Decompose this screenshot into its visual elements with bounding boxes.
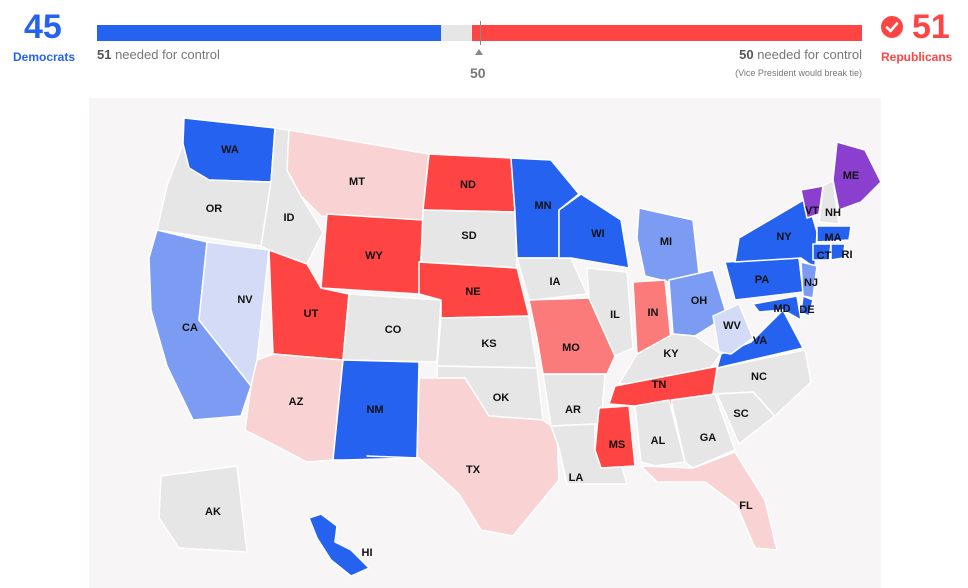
state-nh[interactable] [818, 179, 840, 225]
state-label-id: ID [283, 212, 295, 224]
control-threshold-marker [480, 21, 481, 45]
state-label-co: CO [384, 324, 402, 336]
state-label-az: AZ [288, 396, 304, 408]
state-label-nm: NM [366, 404, 384, 416]
midpoint-arrow-icon [475, 49, 483, 55]
state-label-de: DE [799, 304, 815, 316]
state-ct[interactable] [812, 243, 832, 261]
us-senate-map: WA OR CA NV ID MT WY UT AZ CO NM ND SD NE KS OK TX MN IA MO… [89, 98, 881, 588]
state-label-nd: ND [460, 179, 476, 191]
state-ga[interactable] [670, 393, 736, 469]
democrats-label: Democrats [13, 50, 76, 64]
state-ms[interactable] [594, 405, 636, 469]
state-label-nc: NC [751, 371, 767, 383]
state-label-wi: WI [591, 228, 605, 240]
state-label-nv: NV [237, 294, 253, 306]
state-label-la: LA [568, 472, 584, 484]
state-label-al: AL [650, 435, 666, 447]
state-label-nh: NH [825, 207, 841, 219]
state-label-ms: MS [608, 439, 626, 451]
state-label-or: OR [205, 203, 223, 215]
tie-break-note: (Vice President would break tie) [735, 68, 862, 78]
state-nj[interactable] [800, 261, 818, 299]
state-label-wa: WA [221, 144, 239, 156]
state-label-oh: OH [690, 295, 708, 307]
state-ar[interactable] [542, 373, 606, 427]
state-wv[interactable] [712, 303, 754, 355]
democrats-needed-text: 51 needed for control [97, 47, 220, 62]
midpoint-label: 50 [470, 65, 486, 81]
state-label-in: IN [647, 307, 659, 319]
state-label-va: VA [752, 335, 768, 347]
state-label-tn: TN [651, 379, 667, 391]
state-vt[interactable] [800, 185, 824, 219]
republicans-label: Republicans [881, 50, 953, 64]
check-icon [881, 16, 903, 38]
state-label-ar: AR [565, 404, 581, 416]
state-nc[interactable] [712, 349, 812, 417]
state-nm[interactable] [332, 359, 420, 461]
state-label-md: MD [773, 303, 791, 315]
state-label-hi: HI [361, 547, 373, 559]
balance-of-power-bar [97, 21, 862, 45]
state-ri[interactable] [830, 243, 846, 261]
state-label-nj: NJ [803, 277, 819, 289]
state-label-ks: KS [481, 338, 497, 350]
state-ak[interactable] [158, 465, 248, 553]
state-il[interactable] [586, 267, 634, 357]
state-label-ok: OK [492, 392, 510, 404]
state-label-ct: CT [816, 250, 832, 262]
republicans-needed-text: 50 needed for control [739, 47, 862, 62]
state-mt[interactable] [286, 129, 430, 221]
state-label-wv: WV [723, 320, 741, 332]
state-hi[interactable] [308, 513, 370, 577]
state-ma[interactable] [816, 225, 852, 243]
state-label-wy: WY [365, 250, 383, 262]
state-label-ri: RI [841, 249, 853, 261]
state-label-tx: TX [465, 464, 481, 476]
state-md[interactable] [752, 295, 802, 321]
state-label-ut: UT [303, 308, 319, 320]
state-label-sd: SD [461, 230, 477, 242]
state-label-mt: MT [349, 176, 365, 188]
state-az[interactable] [244, 353, 344, 463]
state-label-ny: NY [776, 231, 792, 243]
state-label-ga: GA [699, 432, 717, 444]
state-label-vt: VT [804, 205, 820, 217]
state-de[interactable] [800, 295, 814, 317]
state-tx[interactable] [366, 377, 560, 537]
state-label-pa: PA [754, 274, 770, 286]
state-label-mn: MN [534, 200, 552, 212]
state-wi[interactable] [558, 193, 630, 269]
state-label-sc: SC [733, 408, 749, 420]
democrats-bar-segment [97, 25, 442, 41]
state-label-mo: MO [562, 342, 580, 354]
state-label-ca: CA [182, 322, 198, 334]
state-label-fl: FL [739, 500, 753, 512]
state-label-ia: IA [549, 276, 561, 288]
state-label-me: ME [842, 170, 860, 182]
state-la[interactable] [550, 423, 628, 485]
state-label-ak: AK [205, 506, 221, 518]
state-me[interactable] [832, 141, 881, 211]
democrats-seat-count: 45 [24, 8, 62, 46]
state-label-ne: NE [465, 286, 481, 298]
state-label-il: IL [610, 309, 620, 321]
state-al[interactable] [634, 399, 686, 467]
state-oh[interactable] [668, 269, 728, 337]
state-label-ma: MA [824, 232, 842, 244]
republicans-bar-segment [471, 25, 862, 41]
republicans-seat-count: 51 [912, 8, 950, 46]
state-label-ky: KY [663, 348, 679, 360]
state-fl[interactable] [640, 451, 778, 551]
state-label-mi: MI [659, 236, 673, 248]
